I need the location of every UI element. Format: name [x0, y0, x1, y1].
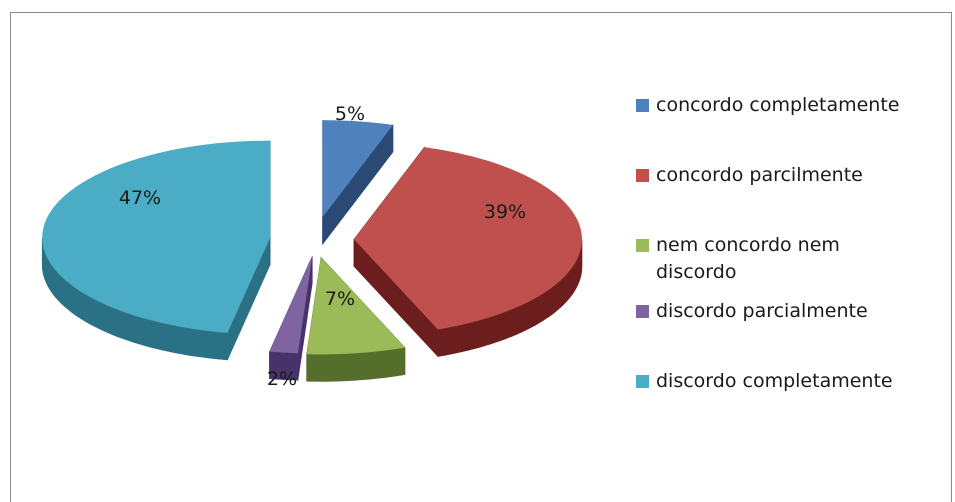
- legend-swatch: [636, 305, 649, 318]
- legend-label: concordo completamente: [656, 94, 900, 116]
- legend-item-concordo-completamente: concordo completamente: [636, 92, 899, 119]
- legend-swatch: [636, 375, 649, 388]
- pie-data-label-4: 47%: [119, 187, 161, 209]
- pie-slice-2: [306, 257, 405, 355]
- pie-data-labels: 5% 39% 7% 2% 47%: [119, 103, 526, 390]
- pie-slice-3: [269, 256, 313, 354]
- legend-label: nem concordo nem discordo: [656, 234, 840, 283]
- legend-item-nem-concordo-nem-discordo: nem concordo nem discordo: [636, 232, 866, 286]
- pie-data-label-2: 7%: [325, 288, 355, 310]
- pie-data-label-1: 39%: [484, 201, 526, 223]
- pie-slice-0: [322, 120, 394, 218]
- pie-data-label-3: 2%: [267, 368, 297, 390]
- legend-swatch: [636, 99, 649, 112]
- pie-top-faces: [42, 120, 582, 355]
- pie-slice-4: [42, 140, 271, 333]
- legend-label: discordo completamente: [656, 370, 893, 392]
- legend-label: concordo parcilmente: [656, 164, 863, 186]
- legend-swatch: [636, 169, 649, 182]
- chart-frame: [10, 12, 952, 502]
- legend-swatch: [636, 239, 649, 252]
- legend-item-discordo-parcialmente: discordo parcialmente: [636, 298, 868, 325]
- legend-label: discordo parcialmente: [656, 300, 868, 322]
- pie-slice-1: [353, 147, 582, 330]
- pie-data-label-0: 5%: [335, 103, 365, 125]
- legend-item-discordo-completamente: discordo completamente: [636, 368, 893, 395]
- pie-slice-side-1: [353, 238, 439, 358]
- legend-item-concordo-parcilmente: concordo parcilmente: [636, 162, 863, 189]
